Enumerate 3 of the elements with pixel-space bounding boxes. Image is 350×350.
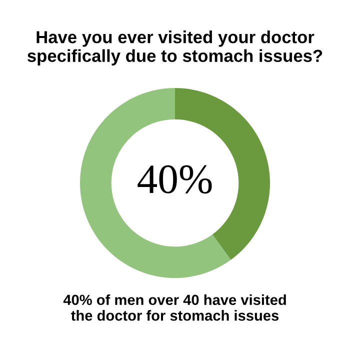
chart-title: Have you ever visited your doctor specifically due to stomach issues? — [28, 30, 322, 66]
text: 40% of men over 40 have visited the doctor for stomach issues — [63, 294, 286, 321]
text: 40% — [138, 165, 212, 194]
